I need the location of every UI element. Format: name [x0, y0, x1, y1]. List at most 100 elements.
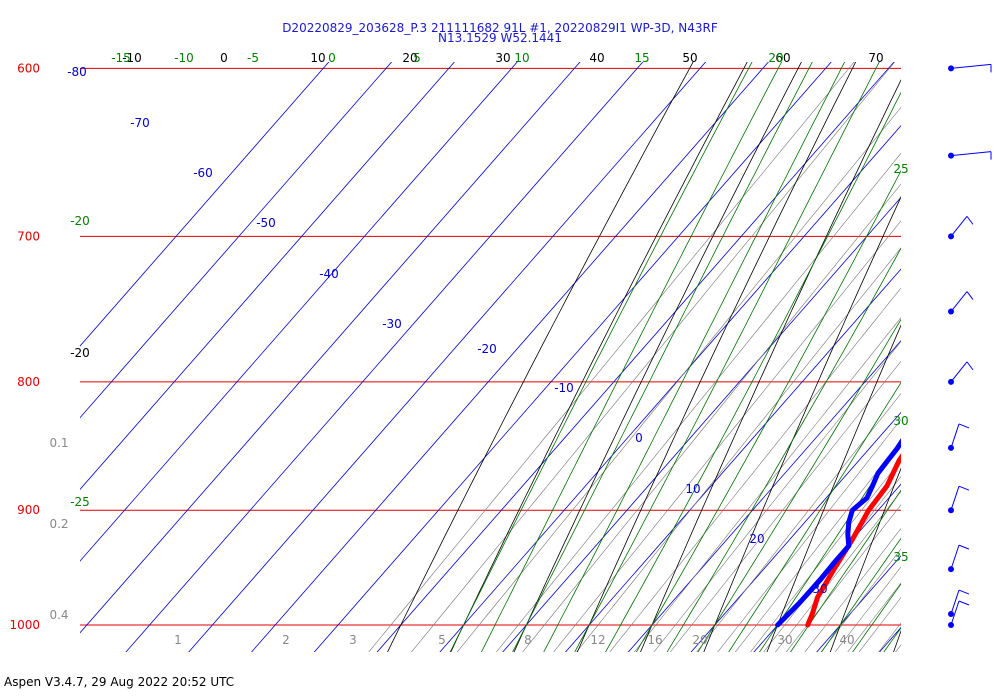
- dry-adiabat-line: [387, 62, 694, 652]
- mixing-ratio-label: 2: [282, 633, 290, 647]
- isotherm-label: -10: [554, 381, 574, 395]
- mixing-ratio-line: [834, 566, 901, 652]
- moist-adiabat-line: [574, 62, 880, 652]
- isotherm-line: [313, 62, 832, 652]
- isotherm-line: [502, 196, 901, 652]
- mixing-ratio-line: [734, 440, 901, 652]
- wind-barb: [948, 589, 970, 618]
- moist-adiabat-label: 25: [893, 162, 908, 176]
- mixing-ratio-line: [717, 419, 901, 652]
- moist-adiabat-line: [512, 62, 813, 652]
- wind-barb-dot: [948, 507, 954, 514]
- isotherm-label: 10: [685, 482, 700, 496]
- dry-adiabat-label: 0: [220, 51, 228, 65]
- pressure-tick-label: 700: [17, 229, 40, 243]
- wind-barb-staff: [950, 361, 974, 383]
- moist-adiabat-line: [759, 438, 901, 652]
- dry-adiabat-line: [640, 79, 901, 652]
- isotherm-line: [188, 62, 707, 652]
- dry-adiabat-line: [893, 629, 901, 652]
- dry-adiabat-line: [513, 62, 802, 652]
- moist-adiabat-label: -15: [111, 51, 131, 65]
- isotherm-label: -40: [319, 267, 339, 281]
- mixing-ratio-line: [895, 644, 901, 652]
- mixing-ratio-line: [858, 597, 901, 652]
- moist-adiabat-label: 0: [328, 51, 336, 65]
- mixing-ratio-label: 0.4: [49, 608, 68, 622]
- mixing-ratio-line: [411, 62, 896, 652]
- isotherm-label: 30: [812, 582, 827, 596]
- wind-barb: [948, 291, 974, 315]
- wind-barb-staff: [950, 423, 970, 449]
- isotherm-line: [439, 125, 901, 652]
- wind-barb: [948, 216, 974, 240]
- mixing-ratio-label: 8: [524, 633, 532, 647]
- mixing-ratio-line: [750, 459, 901, 652]
- mixing-ratio-line: [696, 393, 901, 652]
- moist-adiabat-line: [728, 381, 901, 652]
- dry-adiabat-line: [703, 195, 901, 652]
- mixing-ratio-label: 30: [777, 633, 792, 647]
- moist-adiabat-line: [635, 169, 901, 652]
- moist-adiabat-line: [543, 62, 846, 652]
- isotherm-line: [251, 62, 769, 652]
- wind-barb: [948, 544, 970, 573]
- pressure-tick-label: 900: [17, 503, 40, 517]
- moist-adiabat-label: 5: [413, 51, 421, 65]
- isotherm-label: -30: [382, 317, 402, 331]
- dry-adiabat-label: 60: [775, 51, 790, 65]
- isotherm-line: [80, 62, 455, 490]
- moist-adiabat-line: [697, 318, 901, 652]
- isotherm-line: [879, 626, 901, 652]
- mixing-ratio-line: [847, 582, 901, 652]
- wind-barb: [948, 151, 992, 160]
- isotherm-line: [627, 340, 901, 652]
- moist-adiabat-line: [821, 537, 901, 652]
- isotherm-line: [80, 62, 581, 634]
- wind-barb-staff: [950, 216, 974, 237]
- pressure-tick-label: 600: [17, 61, 40, 75]
- wind-barb-staff: [950, 151, 992, 160]
- isotherm-label: -70: [130, 116, 150, 130]
- dry-adiabat-line: [829, 467, 901, 652]
- mixing-ratio-line: [522, 183, 901, 652]
- mixing-ratio-label: 0.2: [49, 517, 68, 531]
- mixing-ratio-label: 3: [349, 633, 357, 647]
- wind-barb-staff: [950, 600, 970, 626]
- mixing-ratio-line: [775, 490, 901, 652]
- moist-adiabat-label: -5: [247, 51, 259, 65]
- mixing-ratio-line: [553, 220, 901, 652]
- isotherm-label: -80: [67, 65, 87, 79]
- mixing-ratio-label: 5: [438, 633, 446, 647]
- mixing-ratio-line: [633, 317, 901, 652]
- mixing-ratio-line: [669, 360, 901, 652]
- isotherm-line: [690, 411, 901, 652]
- mixing-ratio-line: [456, 106, 901, 652]
- dry-adiabat-label: 20: [402, 51, 417, 65]
- moist-adiabat-label: 35: [893, 550, 908, 564]
- mixing-ratio-line: [576, 247, 901, 652]
- isotherm-line: [80, 62, 518, 562]
- isotherm-label: -20: [477, 342, 497, 356]
- mixing-ratio-label: 12: [590, 633, 605, 647]
- mixing-ratio-line: [804, 527, 901, 652]
- moist-adiabat-label: -25: [70, 495, 90, 509]
- dry-adiabat-label: 30: [495, 51, 510, 65]
- isotherm-label: 0: [635, 431, 643, 445]
- mixing-ratio-label: 16: [647, 633, 662, 647]
- wind-barb-staff: [950, 485, 970, 511]
- isotherm-line: [376, 62, 895, 652]
- mixing-ratio-label: 1: [174, 633, 182, 647]
- isotherm-line: [753, 483, 901, 652]
- dry-adiabat-label: 10: [310, 51, 325, 65]
- wind-barb-staff: [950, 63, 992, 73]
- moist-adiabat-label: 30: [893, 414, 908, 428]
- wind-barb: [948, 361, 974, 385]
- moist-adiabat-label: -10: [174, 51, 194, 65]
- dry-adiabat-line: [576, 62, 857, 652]
- dry-adiabat-label: -20: [70, 346, 90, 360]
- isotherm-line: [919, 0, 1000, 678]
- isotherm-line: [565, 268, 901, 652]
- mixing-ratio-label: 0.1: [49, 436, 68, 450]
